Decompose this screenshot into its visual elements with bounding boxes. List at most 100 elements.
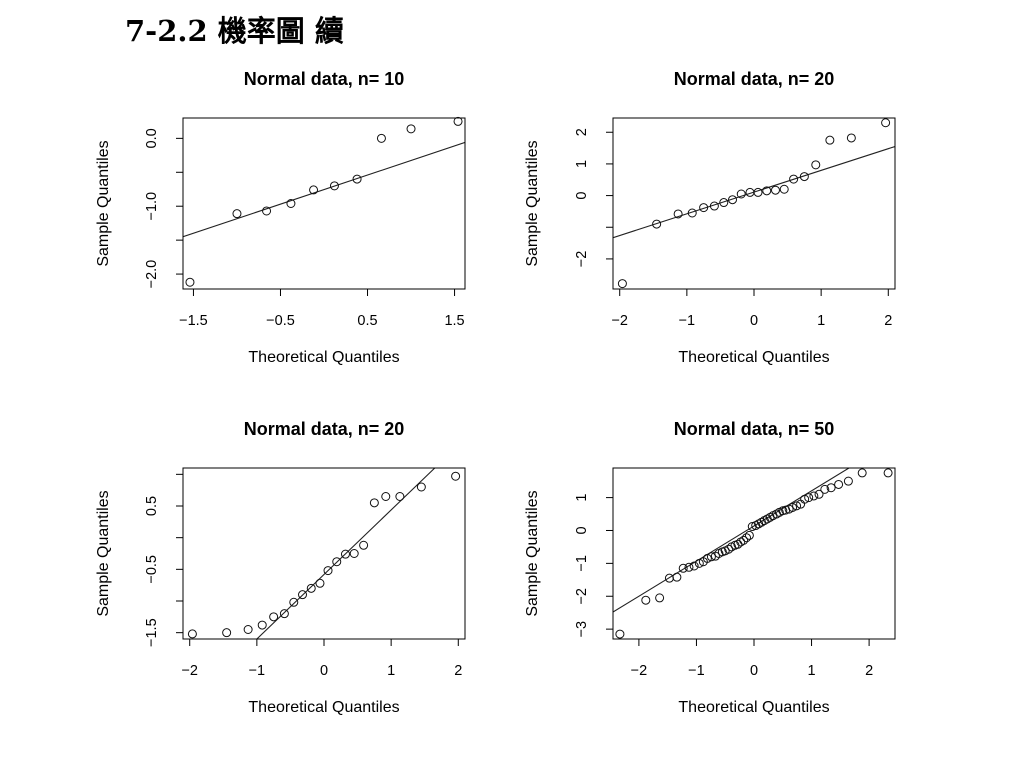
x-tick-label: 2: [454, 663, 462, 679]
data-point: [825, 135, 835, 145]
data-point: [641, 595, 651, 605]
x-tick-label: −1: [249, 663, 266, 679]
plot-title: Normal data, n= 20: [244, 419, 405, 439]
data-point: [376, 133, 386, 143]
qq-plot-panel-4: Normal data, n= 50 −2 −1 0 1 2 −3 −2 −1 0 1 Theoret…: [524, 419, 896, 716]
y-tick-label: 0: [574, 192, 590, 200]
data-point: [739, 535, 749, 545]
data-point: [279, 609, 289, 619]
data-point: [736, 189, 746, 199]
x-axis-label: Theoretical Quantiles: [248, 699, 399, 716]
data-point: [359, 540, 369, 550]
data-point: [222, 628, 232, 638]
data-point: [753, 187, 763, 197]
data-point: [309, 185, 319, 195]
data-point: [800, 494, 810, 504]
data-point: [694, 558, 704, 568]
data-point: [615, 629, 625, 639]
data-point: [788, 502, 798, 512]
data-point: [306, 583, 316, 593]
y-tick-label: 2: [574, 128, 590, 136]
data-point: [262, 206, 272, 216]
data-point: [289, 597, 299, 607]
data-point: [617, 279, 627, 289]
x-tick-label: 1: [817, 313, 825, 329]
x-tick-label: 0: [750, 313, 758, 329]
x-axis-label: Theoretical Quantiles: [678, 349, 829, 366]
data-point: [315, 578, 325, 588]
data-point: [416, 482, 426, 492]
data-point: [706, 552, 716, 562]
y-tick-label: −2.0: [144, 260, 160, 289]
data-point: [655, 593, 665, 603]
y-tick-label: −2: [574, 588, 590, 605]
x-tick-label: 2: [884, 313, 892, 329]
slide-title: 7-2.2 機率圖 續: [125, 14, 344, 48]
qq-plot-panel-2: Normal data, n= 20 −2 −1 0 1 2 −2 0 1 2 Theoretica…: [524, 69, 896, 366]
data-point: [792, 501, 802, 511]
y-tick-label: −1.0: [144, 192, 160, 221]
x-tick-label: 0: [750, 663, 758, 679]
y-axis-label: Sample Quantiles: [95, 490, 112, 616]
plot-frame: [612, 467, 896, 640]
x-tick-label: 2: [865, 663, 873, 679]
data-point: [826, 483, 836, 493]
data-point: [406, 124, 416, 134]
y-axis-label: Sample Quantiles: [524, 490, 541, 616]
data-point: [834, 479, 844, 489]
data-point: [881, 118, 891, 128]
data-point: [257, 620, 267, 630]
x-tick-label: −2: [611, 313, 628, 329]
x-tick-label: −1: [679, 313, 696, 329]
plot-frame: [182, 117, 466, 290]
y-tick-label: 0.5: [144, 496, 160, 516]
x-tick-label: 1.5: [444, 313, 464, 329]
data-point: [286, 199, 296, 208]
x-tick-label: 0.5: [357, 313, 377, 329]
data-point: [332, 557, 342, 567]
data-point: [185, 277, 195, 287]
x-tick-label: −1.5: [179, 313, 208, 329]
data-point: [814, 489, 824, 499]
y-tick-label: 1: [574, 160, 590, 168]
qq-plot-panel-3: Normal data, n= 20 −2 −1 0 1 2 −1.5 −0.5 0.5 Theo…: [95, 419, 466, 716]
y-tick-label: 0: [574, 526, 590, 534]
data-point: [451, 471, 461, 481]
plot-title: Normal data, n= 10: [244, 69, 405, 89]
data-point: [453, 116, 463, 126]
x-tick-label: 0: [320, 663, 328, 679]
x-axis-label: Theoretical Quantiles: [678, 699, 829, 716]
data-point: [689, 561, 699, 571]
data-point: [744, 530, 754, 540]
y-tick-label: −3: [574, 621, 590, 638]
reference-line: [256, 468, 436, 639]
x-tick-label: −2: [181, 663, 198, 679]
data-point: [672, 572, 682, 582]
data-point: [684, 562, 694, 572]
data-point: [857, 468, 867, 478]
y-tick-label: 0.0: [144, 128, 160, 148]
data-point: [369, 498, 379, 508]
data-point: [724, 544, 734, 554]
reference-line: [183, 141, 465, 238]
data-point: [809, 491, 819, 501]
x-tick-label: 1: [808, 663, 816, 679]
y-tick-label: −1: [574, 555, 590, 572]
data-point: [702, 553, 712, 563]
data-point: [799, 172, 809, 182]
data-point: [709, 201, 719, 211]
data-point: [298, 590, 308, 600]
data-point: [352, 174, 362, 184]
data-point: [340, 549, 350, 559]
data-point: [883, 468, 893, 478]
data-point: [770, 185, 780, 195]
x-tick-label: −2: [631, 663, 648, 679]
plot-title: Normal data, n= 50: [674, 419, 835, 439]
data-point: [678, 563, 688, 573]
data-point: [762, 186, 772, 196]
data-point: [243, 625, 253, 634]
data-point: [269, 612, 279, 622]
data-point: [804, 493, 814, 503]
data-point: [323, 566, 333, 576]
